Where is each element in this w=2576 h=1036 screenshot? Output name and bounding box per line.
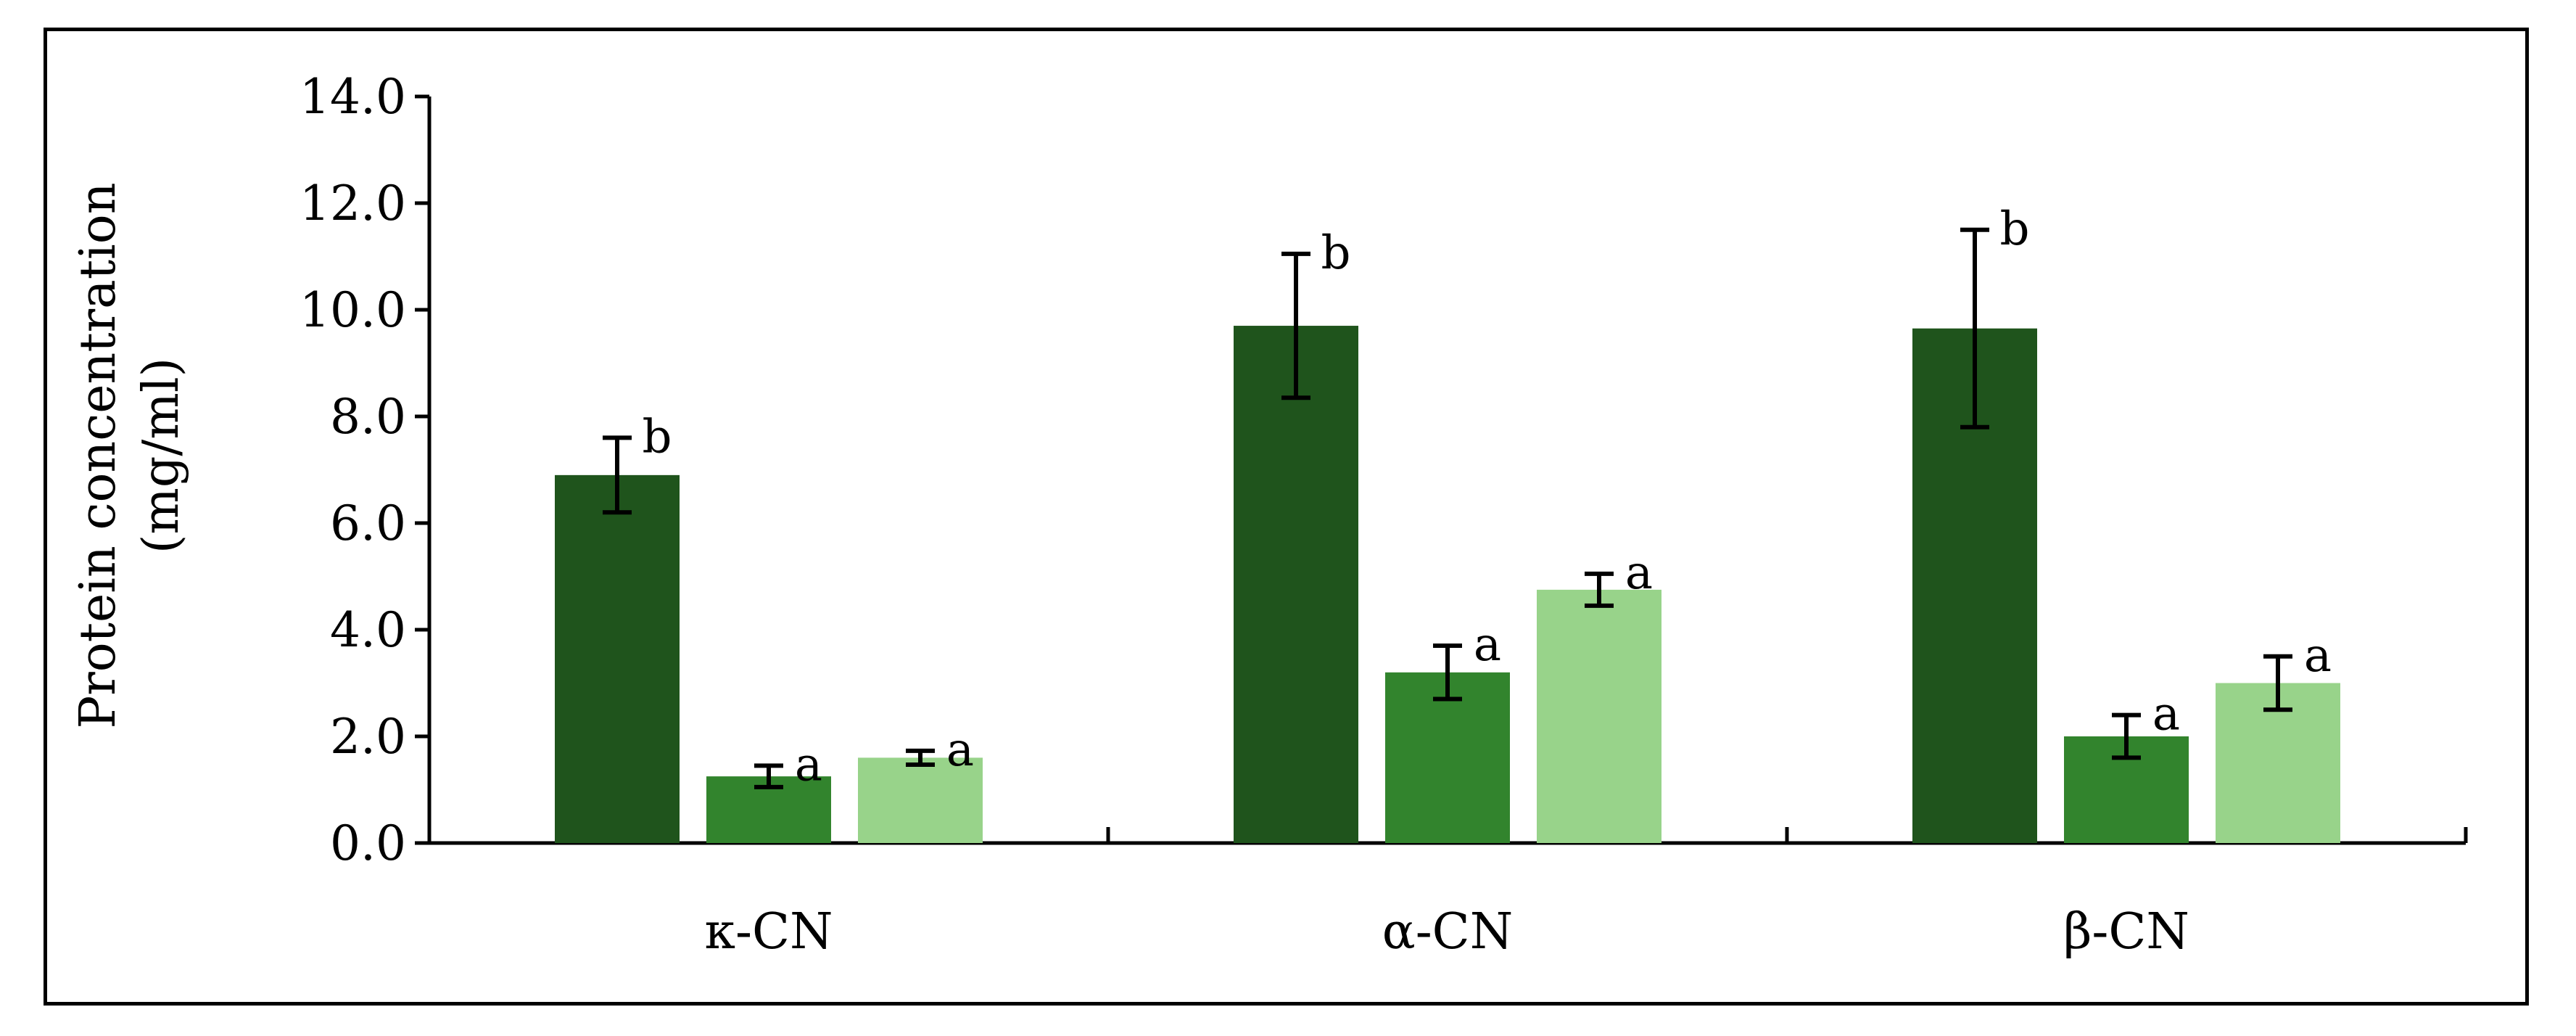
significance-letter: a xyxy=(1625,546,1653,600)
significance-letter: a xyxy=(795,738,822,792)
y-axis: 0.0 2.0 4.0 6.0 8.0 10.0 12.0 14.0 xyxy=(300,69,432,871)
y-tick-label: 8.0 xyxy=(330,389,406,445)
y-tick-label: 2.0 xyxy=(330,709,406,765)
significance-letter: b xyxy=(643,410,672,464)
bars xyxy=(555,326,2340,844)
bar xyxy=(1537,589,1661,843)
y-tick-label: 6.0 xyxy=(330,496,406,551)
y-tick-label: 4.0 xyxy=(330,602,406,658)
x-axis: κ-CN α-CN β-CN xyxy=(429,827,2468,961)
category-label: β-CN xyxy=(2063,903,2189,961)
y-tick-label: 10.0 xyxy=(300,282,406,338)
y-tick-label: 12.0 xyxy=(300,176,406,231)
category-label: κ-CN xyxy=(704,903,833,961)
y-axis-title-line-1: Protein concentration xyxy=(70,182,127,728)
category-label: α-CN xyxy=(1382,903,1513,961)
significance-letter: b xyxy=(2000,202,2030,256)
y-tick-label: 14.0 xyxy=(300,69,406,125)
y-axis-title-line-2: (mg/ml) xyxy=(133,358,190,554)
significance-letter: a xyxy=(2152,688,2180,741)
significance-letter: a xyxy=(1474,618,1501,672)
significance-letter: b xyxy=(1321,226,1351,280)
bar xyxy=(1234,326,1358,843)
error-bars xyxy=(603,227,2292,789)
significance-letter: a xyxy=(946,723,974,777)
y-tick-label: 0.0 xyxy=(330,815,406,871)
significance-letter: a xyxy=(2304,629,2332,683)
bar xyxy=(858,757,983,843)
significance-labels: b a a b a a b a a xyxy=(643,202,2332,792)
bar xyxy=(555,474,680,843)
